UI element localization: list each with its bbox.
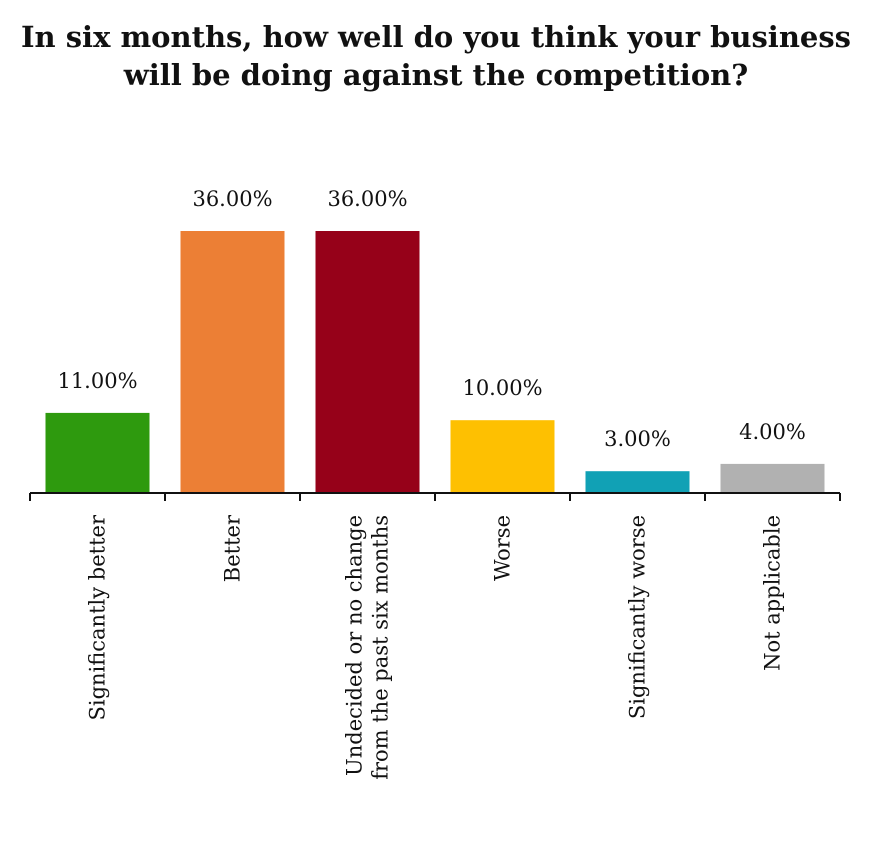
value-label-3: 36.00%: [327, 187, 407, 211]
category-label-1: Significantly better: [86, 514, 110, 720]
category-label-4: Worse: [491, 515, 515, 581]
value-label-2: 36.00%: [192, 187, 272, 211]
chart-title-line-1: In six months, how well do you think you…: [20, 20, 852, 54]
value-label-4: 10.00%: [462, 376, 542, 400]
bar-1: [45, 412, 150, 493]
category-label-5: Significantly worse: [626, 515, 650, 719]
category-label-3: Undecided or no change: [343, 515, 367, 776]
category-label-3: from the past six months: [369, 515, 393, 780]
value-label-6: 4.00%: [739, 420, 806, 444]
bar-4: [450, 420, 555, 493]
chart-title: In six months, how well do you think you…: [0, 18, 872, 94]
bar-5: [585, 471, 690, 493]
bar-2: [180, 231, 285, 493]
chart-title-line-2: will be doing against the competition?: [123, 58, 749, 92]
bar-3: [315, 231, 420, 493]
value-label-1: 11.00%: [57, 369, 137, 393]
bar-6: [720, 463, 825, 493]
value-label-5: 3.00%: [604, 427, 671, 451]
category-label-6: Not applicable: [761, 515, 785, 671]
category-label-2: Better: [221, 514, 245, 582]
